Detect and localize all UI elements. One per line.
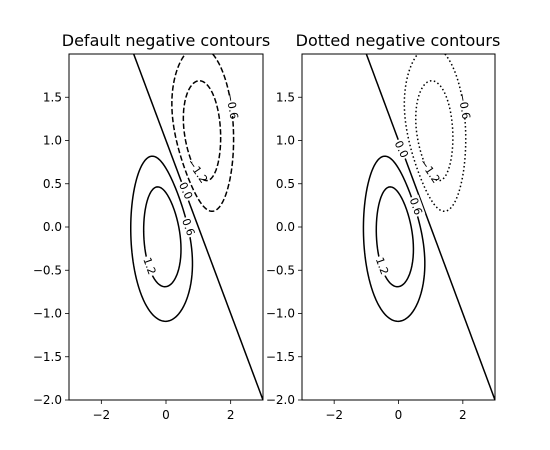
- contour-labels: −0.6−1.20.00.61.2: [373, 92, 473, 278]
- x-tick-label: 2: [227, 408, 235, 422]
- contour-line: [142, 186, 182, 288]
- chart-title: Default negative contours: [62, 31, 270, 50]
- contour-label: −0.6: [223, 92, 240, 121]
- x-tick-label: −2: [92, 408, 110, 422]
- y-tick-label: 1.0: [276, 134, 295, 148]
- contour-label: 1.2: [140, 256, 158, 277]
- y-tick-label: −1.5: [266, 350, 295, 364]
- contour-label: −0.6: [455, 92, 472, 121]
- y-tick-label: 0.0: [276, 220, 295, 234]
- contour-lines: [362, 54, 495, 400]
- y-tick-label: 1.5: [276, 90, 295, 104]
- y-tick-label: −1.5: [33, 350, 62, 364]
- y-tick-label: −2.0: [266, 393, 295, 407]
- y-tick-label: −1.0: [33, 307, 62, 321]
- y-tick-label: 0.5: [43, 177, 62, 191]
- contour-line: [182, 80, 222, 182]
- plot-frame: [68, 53, 264, 401]
- y-tick-label: −2.0: [33, 393, 62, 407]
- contour-label: 1.2: [373, 256, 391, 277]
- y-tick-label: −1.0: [266, 307, 295, 321]
- contour-line: [132, 54, 263, 400]
- contour-labels: −0.6−1.20.00.61.2: [140, 92, 241, 278]
- contour-label: 0.6: [407, 196, 425, 217]
- panel-default-negative-contours: Default negative contours −0.6−1.20.00.6…: [33, 31, 270, 422]
- contour-line: [362, 155, 426, 323]
- contour-line: [403, 54, 467, 213]
- contour-label: −1.2: [417, 156, 443, 185]
- contour-line: [365, 54, 495, 400]
- contour-line: [375, 186, 415, 288]
- x-axis: −2 0 2: [325, 400, 467, 422]
- plot-frame: [301, 53, 496, 401]
- y-tick-label: 0.5: [276, 177, 295, 191]
- chart-title: Dotted negative contours: [296, 31, 501, 50]
- contour-label: 0.6: [179, 217, 197, 238]
- x-tick-label: 0: [162, 408, 170, 422]
- y-tick-label: 1.0: [43, 134, 62, 148]
- x-axis: −2 0 2: [92, 400, 234, 422]
- y-axis: −2.0 −1.5 −1.0 −0.5 0.0 0.5 1.0 1.5: [266, 90, 302, 407]
- y-tick-label: 1.5: [43, 90, 62, 104]
- y-tick-label: −0.5: [266, 263, 295, 277]
- contour-lines: [129, 54, 263, 400]
- x-tick-label: −2: [325, 408, 343, 422]
- y-tick-label: 0.0: [43, 220, 62, 234]
- panel-dotted-negative-contours: Dotted negative contours −0.6 −1.2 0.0 0.6 1…: [266, 31, 500, 422]
- x-tick-label: 2: [459, 408, 467, 422]
- y-tick-label: −0.5: [33, 263, 62, 277]
- x-tick-label: 0: [395, 408, 403, 422]
- y-axis: −2.0 −1.5 −1.0 −0.5 0.0 0.5 1.0 1.5: [33, 90, 69, 407]
- contour-line: [129, 155, 194, 323]
